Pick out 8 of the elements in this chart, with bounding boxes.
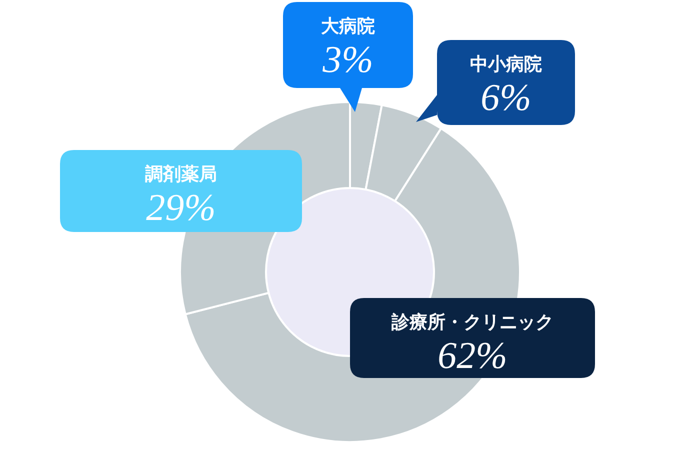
data-label: 6%: [480, 77, 532, 119]
slice-label: 診療所・クリニック: [390, 312, 554, 333]
slice-label: 中小病院: [470, 54, 542, 75]
slice-label: 調剤薬局: [145, 164, 217, 185]
data-label: 62%: [438, 335, 508, 377]
data-label: 3%: [322, 39, 374, 81]
data-label: 29%: [146, 187, 216, 229]
slice-label: 大病院: [320, 16, 375, 37]
